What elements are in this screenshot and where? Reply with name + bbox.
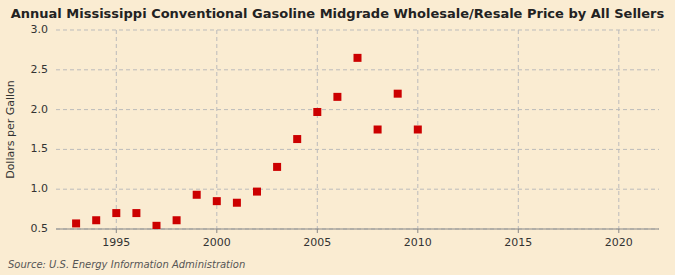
point [293, 135, 301, 143]
point [374, 126, 382, 134]
title: Annual Mississippi Conventional Gasoline… [11, 6, 665, 21]
points [72, 54, 422, 229]
grid-line [56, 189, 659, 190]
point [394, 90, 402, 98]
tick-label: 2015 [504, 236, 532, 249]
point [193, 191, 201, 199]
x-axis-line [56, 229, 659, 230]
point [354, 54, 362, 62]
tick-label: 0.5 [31, 222, 49, 235]
point [173, 216, 181, 224]
grid-line [56, 149, 659, 150]
chart: 0.5 1.0 1.5 2.0 2.5 3.0 1995 2000 2005 2010 2015 20… [0, 0, 675, 275]
point [273, 163, 281, 171]
tick-label: 2005 [303, 236, 331, 249]
tick-label: 2020 [605, 236, 633, 249]
point [112, 209, 120, 217]
point [233, 199, 241, 207]
grid-line [618, 30, 619, 229]
point [333, 93, 341, 101]
tick-mark [317, 229, 318, 233]
grid-line [56, 30, 659, 31]
grid-line [518, 30, 519, 229]
grid-line [317, 30, 318, 229]
point [213, 197, 221, 205]
tick-mark [618, 229, 619, 233]
tick-label: 2.5 [31, 63, 49, 76]
point [153, 222, 161, 229]
axes: 0.5 1.0 1.5 2.0 2.5 3.0 1995 2000 2005 2010 2015 20… [31, 23, 660, 249]
grid-line [116, 30, 117, 229]
tick-label: 3.0 [31, 23, 49, 36]
grid-line [56, 69, 659, 70]
point [253, 188, 261, 196]
tick-label: 2.0 [31, 103, 49, 116]
grid-line [56, 109, 659, 110]
point [414, 126, 422, 134]
point [132, 209, 140, 217]
annotation: Source: U.S. Energy Information Administ… [8, 259, 245, 270]
tick-label: 2010 [404, 236, 432, 249]
point [92, 216, 100, 224]
tick-mark [518, 229, 519, 233]
tick-mark [116, 229, 117, 233]
tick-label: 1995 [102, 236, 130, 249]
point [72, 219, 80, 227]
tick-mark [417, 229, 418, 233]
tick-label: 2000 [203, 236, 231, 249]
grid [56, 30, 659, 229]
point [313, 108, 321, 116]
tick-label: 1.5 [31, 142, 49, 155]
grid-line [56, 229, 659, 230]
tick-label: 1.0 [31, 182, 49, 195]
y-axis-label: Dollars per Gallon [4, 80, 17, 179]
tick-mark [216, 229, 217, 233]
